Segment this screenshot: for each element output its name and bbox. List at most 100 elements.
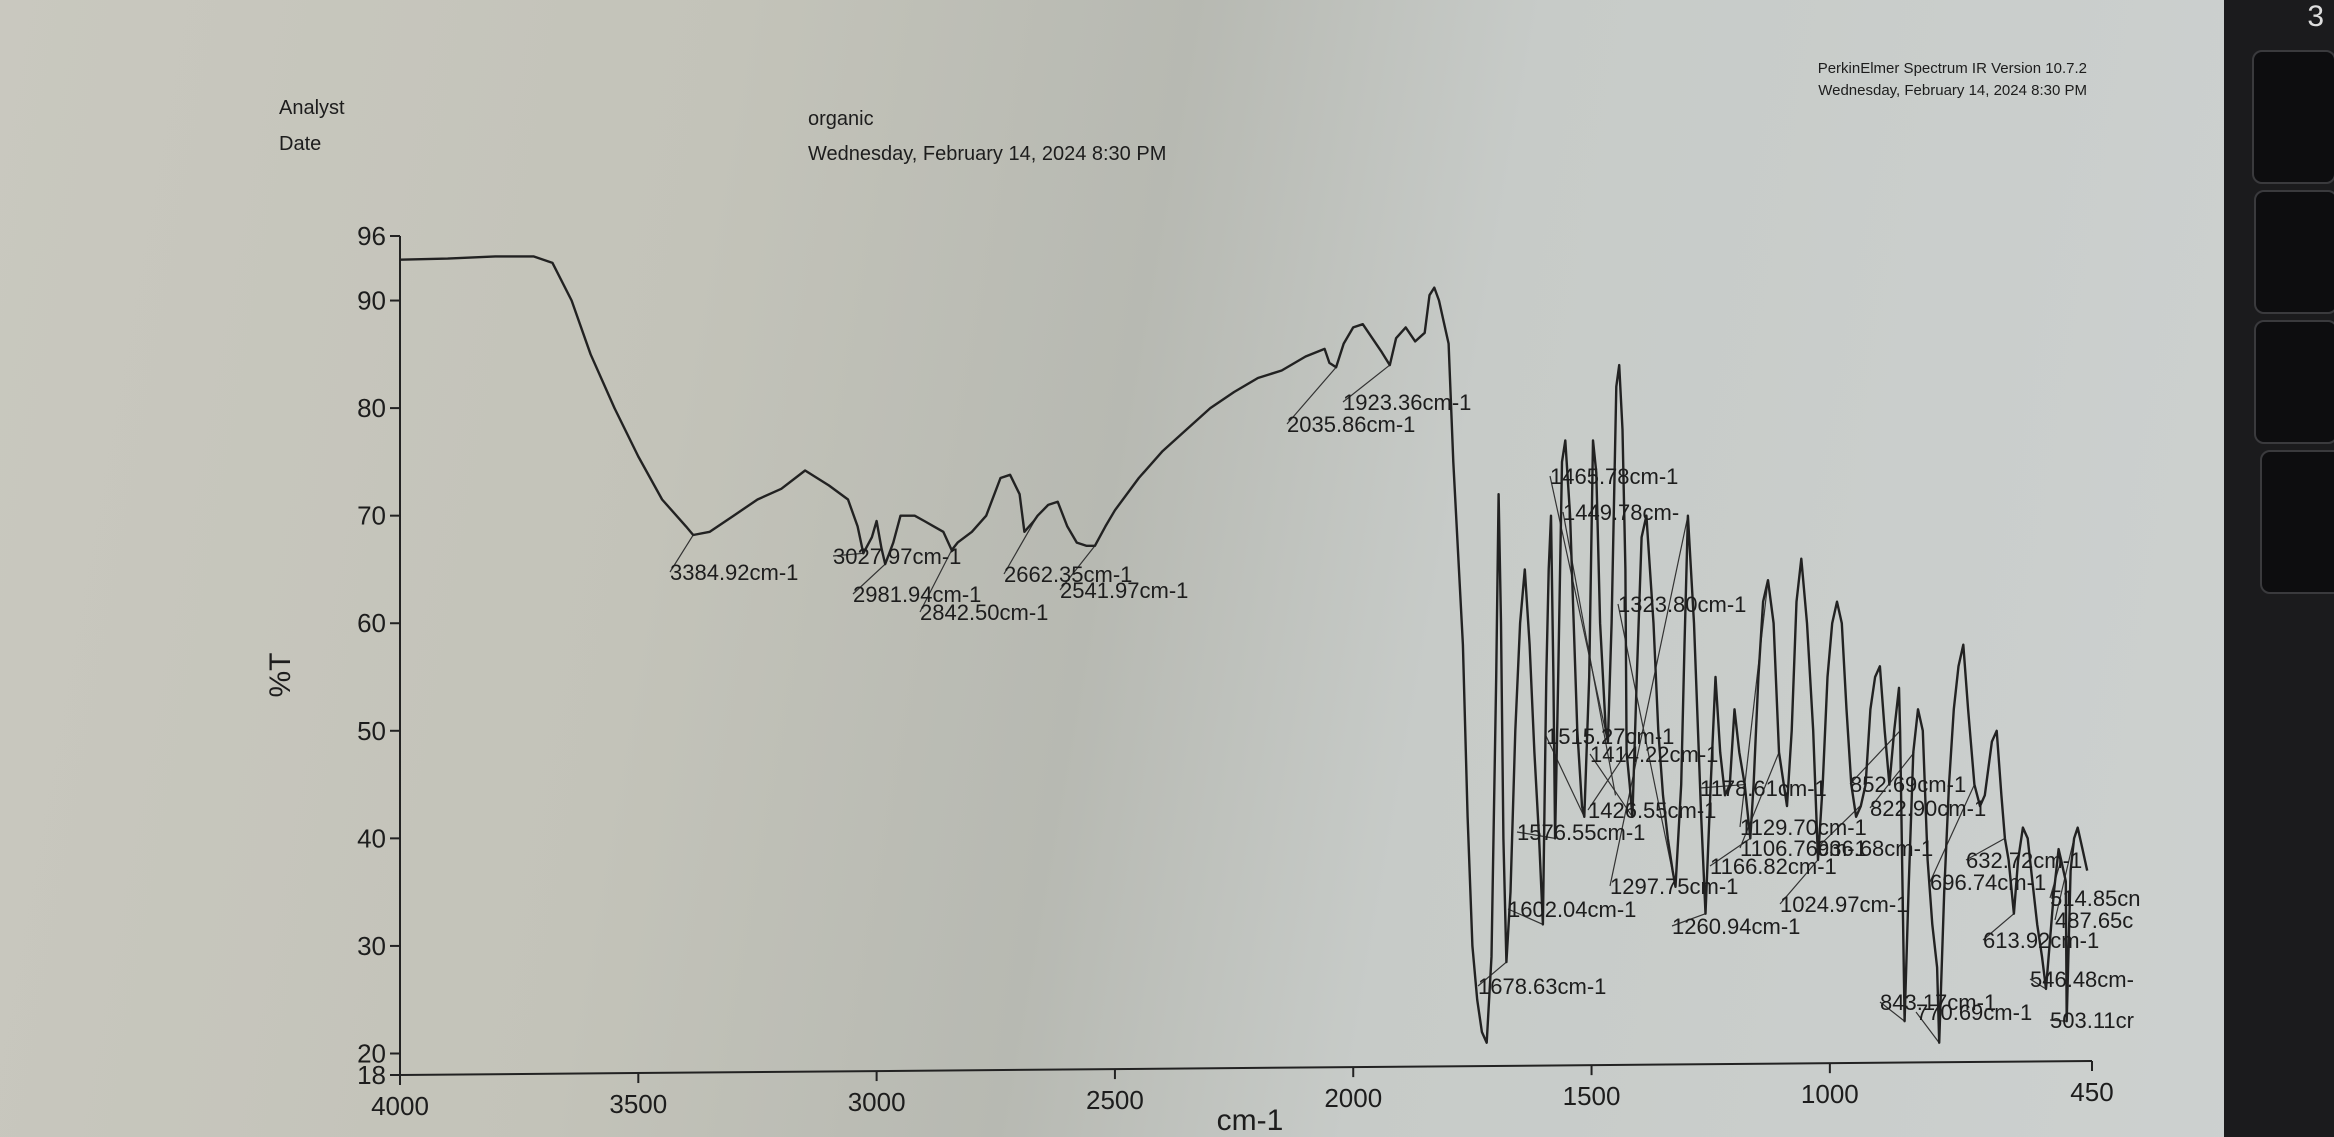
- sample-name: organic: [808, 108, 874, 130]
- peak-label: 1260.94cm-1: [1672, 914, 1800, 939]
- peak-label: 1426.55cm-1: [1588, 798, 1716, 823]
- peak-leader-line: [1965, 837, 2006, 861]
- y-tick-label: 18: [357, 1060, 386, 1090]
- peak-label: 613.92cm-1: [1983, 928, 2099, 953]
- keyboard-key: [2254, 320, 2334, 444]
- peak-label: 1024.97cm-1: [1780, 892, 1908, 917]
- peak-leader-lines: [669, 364, 2075, 1044]
- peak-label: 822.90cm-1: [1870, 796, 1986, 821]
- peak-leader-line: [1879, 1001, 1905, 1022]
- peak-label: 514.85cn: [2050, 886, 2141, 911]
- peak-leader-line: [1507, 908, 1544, 925]
- y-tick-label: 30: [357, 931, 386, 961]
- y-tick-label: 60: [357, 608, 386, 638]
- peak-labels: 3384.92cm-1 3027.97cm-1 2981.94cm-12842.50…: [670, 390, 2141, 1033]
- peak-label: 1602.04cm-1: [1508, 897, 1636, 922]
- keyboard-key: [2254, 190, 2334, 314]
- peak-leader-line: [1671, 913, 1706, 927]
- chart-axes: [399, 236, 2093, 1076]
- y-tick-label: 70: [357, 501, 386, 531]
- peak-label: 696.74cm-1: [1930, 870, 2046, 895]
- peak-label: 2541.97cm-1: [1060, 578, 1188, 603]
- sample-date: Wednesday, February 14, 2024 8:30 PM: [808, 143, 1167, 165]
- keyboard-key: [2260, 450, 2334, 594]
- peak-label: 1166.82cm-1: [1710, 854, 1837, 879]
- peak-leader-line: [1342, 364, 1391, 403]
- x-tick-label: 2500: [1086, 1085, 1144, 1115]
- peak-leader-line: [1059, 545, 1096, 591]
- peak-label: 1923.36cm-1: [1343, 390, 1471, 415]
- y-tick-label: 50: [357, 716, 386, 746]
- x-tick-label: 450: [2070, 1077, 2113, 1107]
- peak-leader-line: [1587, 751, 1628, 811]
- peak-label: 632.72cm-1: [1966, 848, 2082, 873]
- x-tick-label: 2000: [1324, 1083, 1382, 1113]
- peak-label: 2662.35cm-1: [1004, 562, 1132, 587]
- peak-leader-line: [1545, 735, 1585, 818]
- x-tick-label: 1500: [1563, 1081, 1621, 1111]
- software-date: Wednesday, February 14, 2024 8:30 PM: [1818, 82, 2087, 99]
- peak-label: 1323.80cm-1: [1618, 592, 1746, 617]
- peak-label: 1576.55cm-1: [1517, 820, 1645, 845]
- peak-leader-line: [1589, 753, 1633, 818]
- spectrum-line: [399, 255, 2089, 1044]
- peak-label: 3027.97cm-1: [833, 544, 961, 569]
- peak-label: 1515.27cm-1: [1546, 724, 1674, 749]
- peak-label: 1129.70cm-1: [1740, 815, 1867, 840]
- peak-label: 1178.61cm-1: [1700, 776, 1827, 801]
- y-tick-label: 96: [357, 221, 386, 251]
- peak-label: 843.17cm-1: [1880, 990, 1996, 1015]
- x-tick-label: 3500: [609, 1089, 667, 1119]
- peak-leader-line: [1982, 913, 2015, 941]
- keyboard-key-label: 3: [2307, 0, 2324, 33]
- y-tick-label: 20: [357, 1038, 386, 1068]
- peak-leader-line: [1477, 961, 1507, 987]
- x-axis-line: [399, 1060, 2093, 1076]
- peak-label: 2842.50cm-1: [920, 600, 1048, 625]
- peak-label: 1297.75cm-1: [1610, 874, 1738, 899]
- peak-leader-line: [1915, 1011, 1940, 1044]
- peak-label: 3384.92cm-1: [670, 560, 798, 585]
- peak-leader-line: [1609, 515, 1689, 887]
- analyst-label: Analyst: [279, 97, 345, 119]
- date-label: Date: [279, 133, 322, 155]
- peak-label: 1465.78cm-1: [1550, 464, 1678, 489]
- x-axis-label: cm-1: [1217, 1104, 1284, 1137]
- peak-leader-line: [1849, 730, 1901, 785]
- peak-label: 503.11cr: [2050, 1008, 2134, 1033]
- peak-leader-line: [919, 549, 953, 613]
- x-tick-label: 3000: [848, 1087, 906, 1117]
- peak-label: 2981.94cm-1: [853, 582, 981, 607]
- peak-leader-line: [669, 534, 694, 573]
- peak-leader-line: [852, 563, 886, 595]
- peak-leader-line: [1699, 783, 1745, 789]
- keyboard-key: [2252, 50, 2334, 184]
- x-tick-label: 1000: [1801, 1079, 1859, 1109]
- peak-leader-line: [1709, 837, 1751, 867]
- peak-label: 1414.22cm-1: [1590, 742, 1718, 767]
- y-tick-label: 90: [357, 286, 386, 316]
- peak-leader-line: [1516, 831, 1556, 839]
- peak-leader-line: [1816, 805, 1861, 849]
- peak-leader-line: [1929, 784, 1975, 883]
- laptop-keyboard-edge: 3: [2224, 0, 2334, 1137]
- peak-leader-line: [1286, 366, 1337, 425]
- peak-label: 1449.78cm-: [1563, 500, 1679, 525]
- peak-label: 936.68cm-1: [1817, 836, 1933, 861]
- peak-leader-line: [1739, 752, 1780, 849]
- x-tick-label: 4000: [371, 1091, 429, 1121]
- peak-leader-line: [1549, 475, 1609, 742]
- y-tick-label: 40: [357, 823, 386, 853]
- peak-leader-line: [1003, 515, 1039, 575]
- peak-leader-line: [832, 552, 864, 557]
- peak-leader-line: [1779, 859, 1819, 905]
- peak-leader-line: [1869, 751, 1915, 809]
- peak-leader-line: [2029, 978, 2047, 990]
- peak-label: 2035.86cm-1: [1287, 412, 1415, 437]
- peak-label: 546.48cm-: [2030, 967, 2134, 992]
- peak-leader-line: [1617, 603, 1677, 887]
- peak-label: 1106.76cm-1: [1740, 836, 1867, 861]
- peak-label: 770.69cm-1: [1916, 1000, 2032, 1025]
- peak-leader-line: [2049, 1019, 2067, 1022]
